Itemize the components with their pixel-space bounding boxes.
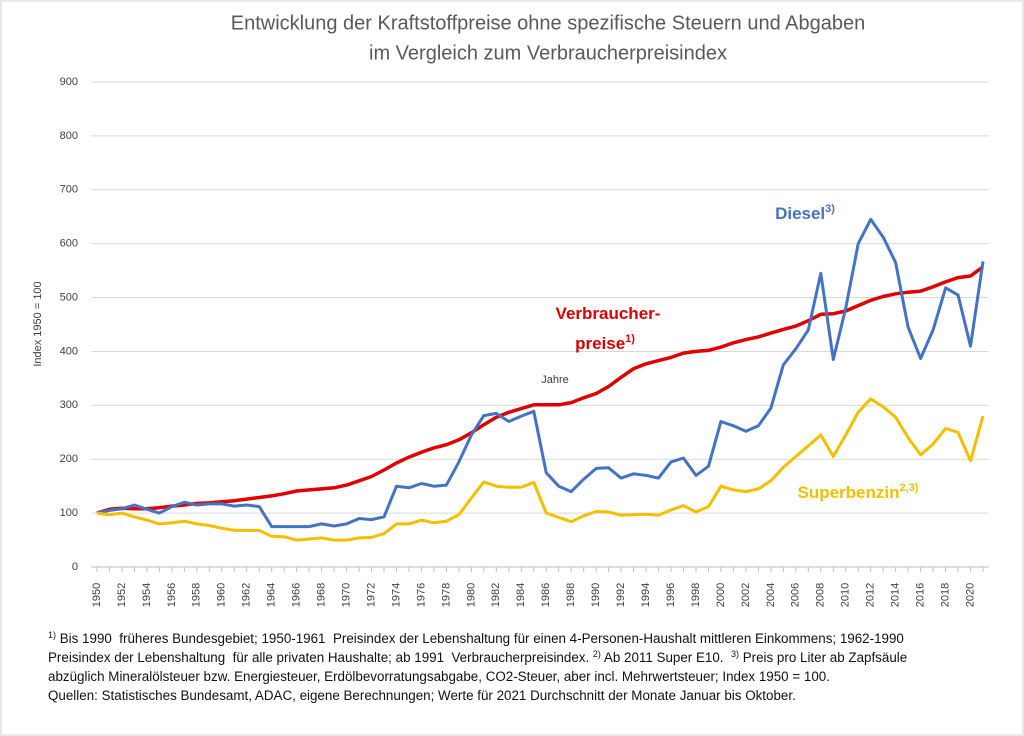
y-tick-label: 900 — [60, 76, 78, 88]
footnotes: 1) Bis 1990 früheres Bundesgebiet; 1950-… — [48, 629, 1018, 705]
footnote-sup: 2) — [592, 649, 601, 659]
annotation-text: Verbraucher- — [556, 304, 661, 323]
x-tick-label: 1966 — [291, 583, 303, 607]
annotation-sup: 1) — [625, 333, 635, 345]
y-axis-label: Index 1950 = 100 — [32, 281, 44, 366]
x-tick-label: 1962 — [241, 583, 253, 607]
x-tick-label: 2002 — [740, 583, 752, 607]
y-tick-label: 400 — [60, 345, 78, 357]
x-tick-label: 2014 — [890, 583, 902, 607]
chart-title: im Vergleich zum Verbraucherpreisindex — [369, 42, 727, 64]
series-line — [96, 397, 985, 542]
series-line — [96, 265, 985, 515]
x-tick-label: 1974 — [390, 583, 402, 607]
y-tick-label: 700 — [60, 184, 78, 196]
x-tick-label: 1990 — [590, 583, 602, 607]
annotation-text: Diesel — [775, 204, 825, 223]
x-tick-label: 1958 — [191, 583, 203, 607]
x-tick-label: 1994 — [640, 583, 652, 607]
x-tick-label: 2010 — [840, 583, 852, 607]
x-tick-label: 1978 — [440, 583, 452, 607]
footnote-line: Preisindex der Lebenshaltung für alle pr… — [48, 648, 1018, 667]
x-tick-label: 1968 — [316, 583, 328, 607]
y-tick-label: 500 — [60, 291, 78, 303]
x-tick-label: 1996 — [665, 583, 677, 607]
y-tick-label: 0 — [72, 561, 78, 573]
x-tick-label: 1964 — [266, 583, 278, 607]
x-tick-label: 1950 — [91, 583, 103, 607]
x-tick-label: 2020 — [964, 583, 976, 607]
footnote-sup: 3) — [730, 649, 739, 659]
y-tick-label: 300 — [60, 399, 78, 411]
annotation: Superbenzin2,3) — [798, 482, 919, 503]
y-tick-label: 800 — [60, 130, 78, 142]
annotation-sup: 3) — [825, 203, 835, 215]
footnote-line: Quellen: Statistisches Bundesamt, ADAC, … — [48, 686, 1018, 705]
annotation: Verbraucher- — [556, 304, 661, 323]
x-tick-label: 1960 — [216, 583, 228, 607]
footnote-text: Preisindex der Lebenshaltung für alle pr… — [48, 650, 593, 665]
x-tick-label: 2016 — [915, 583, 927, 607]
x-axis-label: Jahre — [541, 374, 569, 386]
x-tick-label: 1988 — [565, 583, 577, 607]
footnote-text: Ab 2011 Super E10. — [600, 650, 731, 665]
x-tick-label: 1970 — [340, 583, 352, 607]
x-tick-label: 2018 — [939, 583, 951, 607]
y-tick-label: 600 — [60, 238, 78, 250]
x-tick-label: 1954 — [141, 583, 153, 607]
x-tick-label: 1992 — [615, 583, 627, 607]
chart-title: Entwicklung der Kraftstoffpreise ohne sp… — [231, 12, 865, 34]
y-tick-label: 200 — [60, 453, 78, 465]
x-tick-label: 1972 — [365, 583, 377, 607]
x-tick-label: 1980 — [465, 583, 477, 607]
footnote-line: 1) Bis 1990 früheres Bundesgebiet; 1950-… — [48, 629, 1018, 648]
footnote-text: abzüglich Mineralölsteuer bzw. Energiest… — [48, 669, 830, 684]
x-tick-label: 1986 — [540, 583, 552, 607]
x-tick-label: 2012 — [865, 583, 877, 607]
annotation: Diesel3) — [775, 203, 835, 224]
annotation-text: preise — [575, 334, 625, 353]
x-tick-label: 1982 — [490, 583, 502, 607]
x-tick-label: 2008 — [815, 583, 827, 607]
x-tick-label: 2000 — [715, 583, 727, 607]
series-line — [96, 217, 985, 529]
y-tick-label: 100 — [60, 507, 78, 519]
footnote-text: Bis 1990 früheres Bundesgebiet; 1950-196… — [56, 631, 904, 646]
annotation-sup: 2,3) — [900, 482, 919, 494]
x-tick-label: 1952 — [116, 583, 128, 607]
x-tick-label: 1998 — [690, 583, 702, 607]
footnote-sup: 1) — [48, 630, 57, 640]
x-tick-label: 2006 — [790, 583, 802, 607]
annotation-text: Superbenzin — [798, 483, 900, 502]
footnote-text: Preis pro Liter ab Zapfsäule — [738, 650, 908, 665]
x-tick-label: 1984 — [515, 583, 527, 607]
footnote-line: abzüglich Mineralölsteuer bzw. Energiest… — [48, 667, 1018, 686]
x-tick-label: 1956 — [166, 583, 178, 607]
x-tick-label: 1976 — [415, 583, 427, 607]
footnote-text: Quellen: Statistisches Bundesamt, ADAC, … — [48, 688, 796, 703]
x-tick-label: 2004 — [765, 583, 777, 607]
annotation: preise1) — [575, 333, 635, 354]
